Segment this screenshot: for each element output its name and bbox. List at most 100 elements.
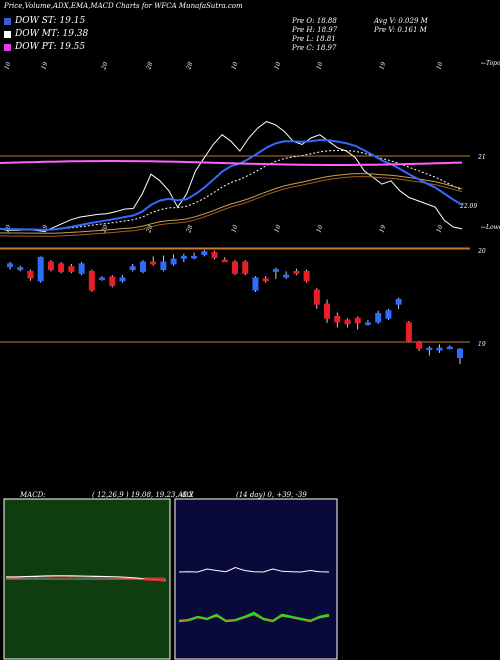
candle-body-29 (303, 270, 310, 282)
ema-date-top-3: 28 (145, 61, 155, 72)
legend-dow-mt-swatch (4, 30, 11, 38)
legend-dow-mt: DOW MT: 19.38 (4, 29, 88, 39)
candle-body-13 (139, 261, 146, 272)
candle-body-43 (446, 346, 453, 350)
ema-slow-line (0, 173, 463, 234)
ema-date-top-4: 28 (185, 61, 195, 72)
ema-pt-line (0, 160, 463, 166)
ema-bottom-tag: ←Lowe (481, 224, 500, 231)
candle-body-0 (7, 263, 13, 268)
candle-body-6 (68, 266, 75, 272)
macd-title: MACD: (20, 491, 46, 499)
legend-dow-st-swatch (4, 17, 11, 25)
ema-date-top-2: 20 (100, 61, 110, 72)
candle-body-8 (88, 270, 95, 291)
ema-date-top-5: 10 (230, 61, 239, 71)
ema-date-bottom-4: 28 (185, 224, 195, 235)
ema-date-bottom-2: 20 (100, 224, 110, 235)
candle-body-26 (272, 269, 279, 272)
candle-body-37 (385, 310, 392, 319)
legend-dow-pt-swatch (4, 43, 11, 51)
quote-avg-volume: Avg V: 0.029 M (374, 17, 428, 25)
candle-body-34 (354, 317, 361, 324)
ema-date-bottom-3: 28 (145, 224, 155, 235)
candle-body-11 (119, 277, 126, 282)
candle-body-28 (293, 270, 300, 274)
quote-high: Pre H: 18.97 (292, 26, 338, 34)
ema-top-tag: ←Topo (481, 60, 500, 67)
candle-body-9 (99, 277, 106, 280)
candle-body-35 (364, 322, 371, 325)
candle-body-12 (129, 266, 136, 271)
candle-body-39 (405, 322, 412, 342)
legend-dow-st: DOW ST: 19.15 (4, 16, 85, 26)
ema-date-bottom-7: 10 (315, 224, 324, 234)
candle-body-42 (436, 347, 443, 351)
candle-body-33 (344, 319, 351, 325)
legend-dow-pt-label: DOW PT: 19.55 (15, 42, 86, 52)
candle-body-22 (232, 261, 238, 274)
candle-body-41 (426, 347, 433, 351)
ema-date-bottom-1: 19 (40, 224, 49, 234)
macd-panel (3, 498, 171, 660)
ema-panel: 21 22.09 ←Topo ←Lowe 10 10 19 19 20 20 28 28 28 28 10 1… (0, 60, 500, 249)
ema-slow2-line (0, 176, 463, 237)
legend-dow-st-label: DOW ST: 19.15 (15, 16, 86, 26)
candle-body-15 (160, 261, 167, 271)
candle-body-31 (324, 303, 331, 319)
ema-price-line (0, 120, 463, 233)
ema-last-label: 22.09 (459, 203, 477, 210)
candle-level-bottom-label: 19 (478, 341, 486, 348)
quote-open: Pre O: 18.88 (292, 17, 337, 25)
legend-dow-pt: DOW PT: 19.55 (4, 42, 85, 52)
candle-body-25 (262, 278, 269, 282)
candle-body-44 (457, 348, 463, 359)
candle-body-7 (78, 263, 85, 274)
adx-minus-line (178, 566, 330, 573)
ema-date-bottom-9: 10 (435, 224, 444, 234)
ema-level-label: 21 (477, 154, 486, 161)
candle-body-16 (170, 258, 177, 265)
candle-body-20 (211, 252, 218, 258)
candle-body-19 (201, 251, 208, 256)
adx-title: ADX (178, 491, 194, 499)
candle-body-18 (191, 255, 198, 259)
ema-date-bottom-8: 19 (378, 224, 387, 234)
candle-body-38 (395, 298, 402, 305)
page-title: Price,Volume,ADX,EMA,MACD Charts for WFC… (4, 2, 243, 10)
candle-level-top-label: 20 (477, 248, 486, 255)
ema-date-top-1: 19 (40, 61, 49, 71)
ema-date-top-7: 10 (315, 61, 324, 71)
adx-ref-line (178, 614, 330, 622)
candle-body-40 (416, 341, 423, 349)
candle-body-10 (109, 276, 116, 286)
adx-params: (14 day) 0, +39, -39 (236, 491, 307, 499)
quote-pre-volume: Pre V: 0.161 M (374, 26, 427, 34)
candle-body-27 (283, 274, 290, 278)
candle-body-24 (252, 277, 259, 291)
candle-body-4 (47, 261, 54, 271)
ema-mid-line (0, 149, 463, 231)
candle-body-1 (17, 267, 24, 271)
ema-date-top-0: 10 (3, 61, 12, 71)
ema-date-top-8: 19 (378, 61, 387, 71)
legend-dow-mt-label: DOW MT: 19.38 (15, 29, 89, 39)
candle-body-30 (313, 289, 320, 305)
ema-date-top-6: 10 (273, 61, 282, 71)
candle-body-36 (375, 313, 382, 323)
candle-body-5 (58, 263, 65, 272)
ema-date-bottom-5: 10 (230, 224, 239, 234)
candle-body-23 (242, 261, 249, 274)
ema-date-top-9: 10 (435, 61, 444, 71)
quote-low: Pre L: 18.81 (292, 35, 336, 43)
candle-body-17 (180, 255, 187, 259)
adx-panel (174, 498, 338, 660)
candle-body-21 (221, 259, 228, 263)
ema-fast-line (0, 138, 463, 231)
adx-background (174, 498, 338, 660)
quote-close: Pre C: 18.97 (292, 44, 337, 52)
candle-body-14 (150, 261, 157, 265)
candle-body-2 (27, 270, 34, 279)
